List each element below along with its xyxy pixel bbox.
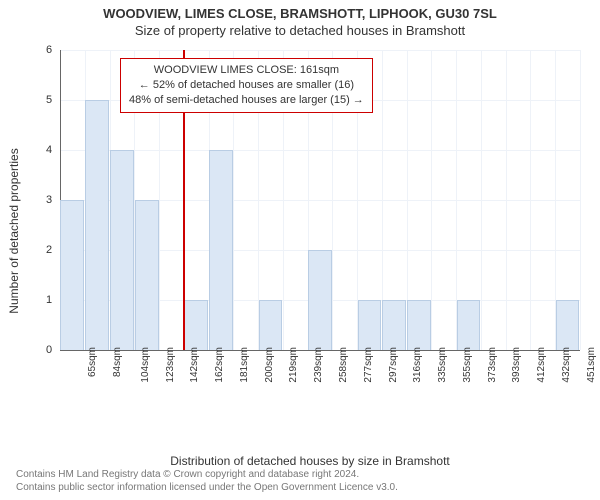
x-tick-label: 451sqm — [585, 347, 596, 383]
bar — [259, 300, 283, 350]
bar — [184, 300, 208, 350]
x-tick-label: 219sqm — [288, 347, 299, 383]
gridline-v — [530, 50, 531, 350]
y-axis-label: Number of detached properties — [7, 148, 21, 313]
bar — [135, 200, 159, 350]
x-tick-label: 432sqm — [561, 347, 572, 383]
x-tick-label: 335sqm — [437, 347, 448, 383]
bar — [382, 300, 406, 350]
info-box-line: ← 52% of detached houses are smaller (16… — [129, 78, 364, 93]
x-tick-label: 316sqm — [412, 347, 423, 383]
x-axis-label: Distribution of detached houses by size … — [170, 454, 449, 468]
y-tick-label: 6 — [46, 44, 52, 56]
bar — [407, 300, 431, 350]
info-box-line: WOODVIEW LIMES CLOSE: 161sqm — [129, 63, 364, 78]
plot-area: 012345665sqm84sqm104sqm123sqm142sqm162sq… — [60, 50, 580, 350]
y-tick-label: 4 — [46, 144, 52, 156]
gridline-v — [481, 50, 482, 350]
y-tick-label: 1 — [46, 294, 52, 306]
page-title: WOODVIEW, LIMES CLOSE, BRAMSHOTT, LIPHOO… — [0, 0, 600, 21]
bar — [60, 200, 84, 350]
y-tick-label: 0 — [46, 344, 52, 356]
footer-attribution: Contains HM Land Registry data © Crown c… — [16, 468, 398, 494]
info-box: WOODVIEW LIMES CLOSE: 161sqm← 52% of det… — [120, 58, 373, 113]
bar — [556, 300, 580, 350]
footer-line-1: Contains HM Land Registry data © Crown c… — [16, 468, 398, 481]
x-tick-label: 258sqm — [338, 347, 349, 383]
x-tick-label: 84sqm — [112, 347, 123, 377]
footer-line-2: Contains public sector information licen… — [16, 481, 398, 494]
bar — [85, 100, 109, 350]
gridline-v — [506, 50, 507, 350]
bar — [457, 300, 481, 350]
y-tick-label: 3 — [46, 194, 52, 206]
page-subtitle: Size of property relative to detached ho… — [0, 21, 600, 38]
gridline-v — [431, 50, 432, 350]
info-box-line: 48% of semi-detached houses are larger (… — [129, 93, 364, 108]
y-tick-label: 5 — [46, 94, 52, 106]
x-tick-label: 412sqm — [536, 347, 547, 383]
x-tick-label: 277sqm — [363, 347, 374, 383]
x-tick-label: 393sqm — [511, 347, 522, 383]
x-tick-label: 123sqm — [164, 347, 175, 383]
x-tick-label: 181sqm — [239, 347, 250, 383]
x-tick-label: 162sqm — [214, 347, 225, 383]
bar — [209, 150, 233, 350]
x-tick-label: 200sqm — [263, 347, 274, 383]
gridline-h — [60, 50, 580, 51]
bar — [110, 150, 134, 350]
x-tick-label: 297sqm — [387, 347, 398, 383]
gridline-h — [60, 150, 580, 151]
bar — [308, 250, 332, 350]
bar — [358, 300, 382, 350]
x-tick-label: 142sqm — [189, 347, 200, 383]
chart-container: Number of detached properties 012345665s… — [36, 46, 584, 416]
y-tick-label: 2 — [46, 244, 52, 256]
x-tick-label: 239sqm — [313, 347, 324, 383]
x-tick-label: 355sqm — [462, 347, 473, 383]
x-tick-label: 104sqm — [140, 347, 151, 383]
x-tick-label: 65sqm — [87, 347, 98, 377]
gridline-v — [580, 50, 581, 350]
x-tick-label: 373sqm — [486, 347, 497, 383]
